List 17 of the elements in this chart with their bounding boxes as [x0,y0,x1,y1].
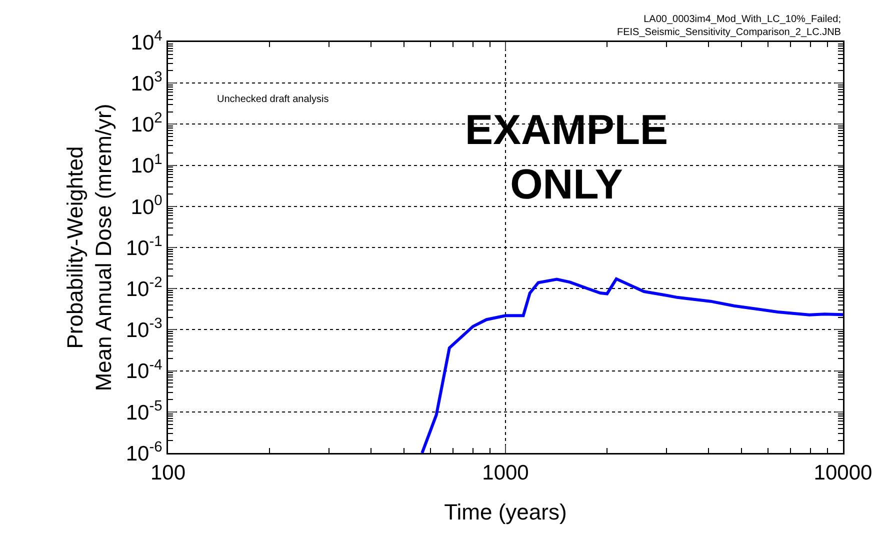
y-tick-label: 10$^{-4}$ [126,357,162,384]
x-tick-label: 1000 [482,462,529,485]
annotation: EXAMPLE ONLY [465,106,668,208]
y-tick-label: 10$^{-2}$ [126,275,162,301]
y-tick-label: 10$^{-3}$ [126,316,162,342]
y-tick-label: 10$^{4}$ [130,28,162,54]
x-tick-label: 10000 [814,462,872,485]
y-tick-label: 10$^{-5}$ [126,398,162,424]
annotation: Unchecked draft analysis [217,94,329,105]
y-tick-label: 10$^{2}$ [130,110,162,137]
y-tick-label: 10$^{-1}$ [126,234,162,260]
y-axis-title: Probability-Weighted Mean Annual Dose (mrem/yr) [62,104,116,392]
y-tick-label: 10$^{3}$ [130,70,162,96]
y-tick-label: 10$^{0}$ [130,192,162,219]
y-tick-label: 10$^{1}$ [130,152,162,178]
x-axis-title: Time (years) [444,499,567,524]
text: LA00_0003im4_Mod_With_LC_10%_Failed; FEIS_Seismic_Sensitivity_Comparison_2_LC.JNB [617,14,842,38]
